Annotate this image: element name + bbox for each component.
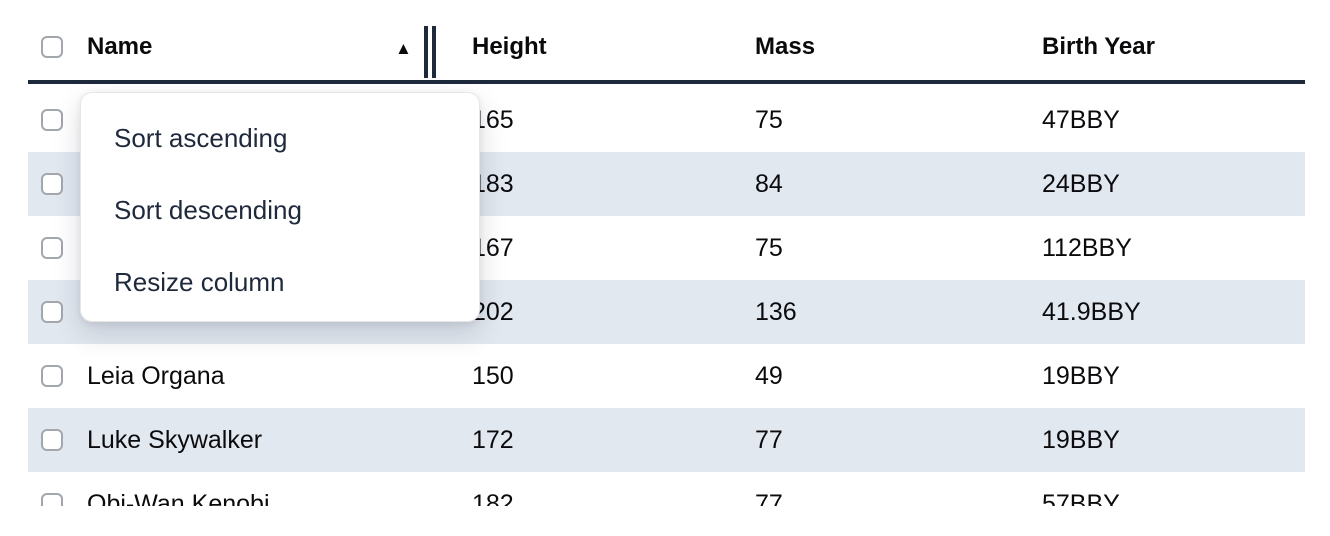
row-checkbox[interactable] <box>41 493 63 506</box>
cell-mass: 136 <box>755 297 797 326</box>
cell-birth-year: 19BBY <box>1042 361 1120 390</box>
checkbox-cell <box>28 237 87 259</box>
cell-birth-year: 112BBY <box>1042 233 1132 262</box>
checkbox-cell <box>28 365 87 387</box>
table-row: Luke Skywalker 172 77 19BBY <box>28 408 1305 472</box>
menu-item-sort-ascending[interactable]: Sort ascending <box>114 122 288 153</box>
row-checkbox[interactable] <box>41 173 63 195</box>
cell-name: Obi-Wan Kenobi <box>87 489 270 507</box>
column-header-birth-year-label: Birth Year <box>1042 33 1155 60</box>
cell-mass: 77 <box>755 425 783 454</box>
cell-height: 202 <box>472 297 514 326</box>
checkbox-cell <box>28 173 87 195</box>
column-header-mass-label: Mass <box>755 33 816 60</box>
select-all-checkbox[interactable] <box>41 36 63 58</box>
cell-height: 182 <box>472 489 514 507</box>
table-row: Leia Organa 150 49 19BBY <box>28 344 1305 408</box>
column-context-menu: Sort ascending Sort descending Resize co… <box>80 92 480 322</box>
cell-mass: 84 <box>755 169 783 198</box>
table-row: Obi-Wan Kenobi 182 77 57BBY <box>28 472 1305 506</box>
cell-name: Leia Organa <box>87 361 225 390</box>
cell-birth-year: 24BBY <box>1042 169 1120 198</box>
row-checkbox[interactable] <box>41 365 63 387</box>
cell-height: 183 <box>472 169 514 198</box>
cell-birth-year: 57BBY <box>1042 489 1120 507</box>
cell-mass: 77 <box>755 489 783 507</box>
select-all-cell <box>28 36 87 58</box>
cell-birth-year: 47BBY <box>1042 105 1120 134</box>
cell-mass: 75 <box>755 233 783 262</box>
column-header-name-label: Name <box>87 33 153 60</box>
checkbox-cell <box>28 429 87 451</box>
checkbox-cell <box>28 493 87 506</box>
cell-height: 167 <box>472 233 514 262</box>
cell-mass: 75 <box>755 105 783 134</box>
cell-mass: 49 <box>755 361 783 390</box>
cell-birth-year: 19BBY <box>1042 425 1120 454</box>
row-checkbox[interactable] <box>41 237 63 259</box>
checkbox-cell <box>28 301 87 323</box>
column-header-birth-year[interactable]: Birth Year <box>1042 33 1305 61</box>
column-header-mass[interactable]: Mass <box>755 33 1042 61</box>
cell-height: 172 <box>472 425 514 454</box>
column-header-name[interactable]: Name <box>87 33 472 61</box>
checkbox-cell <box>28 109 87 131</box>
row-checkbox[interactable] <box>41 109 63 131</box>
table-viewport: Name Height Mass Birth Year ▲ 165 75 47B… <box>28 0 1305 506</box>
menu-item-resize-column[interactable]: Resize column <box>114 266 285 297</box>
table-row: 167 75 112BBY <box>28 216 1305 280</box>
cell-name: Luke Skywalker <box>87 425 263 454</box>
cell-height: 165 <box>472 105 514 134</box>
column-resize-handle-icon[interactable] <box>424 26 436 78</box>
row-checkbox[interactable] <box>41 429 63 451</box>
cell-birth-year: 41.9BBY <box>1042 297 1141 326</box>
row-checkbox[interactable] <box>41 301 63 323</box>
column-header-height[interactable]: Height <box>472 33 755 61</box>
menu-item-sort-descending[interactable]: Sort descending <box>114 194 302 225</box>
column-header-height-label: Height <box>472 33 547 60</box>
table-header-row: Name Height Mass Birth Year ▲ <box>28 0 1305 84</box>
sort-ascending-icon: ▲ <box>395 39 412 58</box>
cell-height: 150 <box>472 361 514 390</box>
